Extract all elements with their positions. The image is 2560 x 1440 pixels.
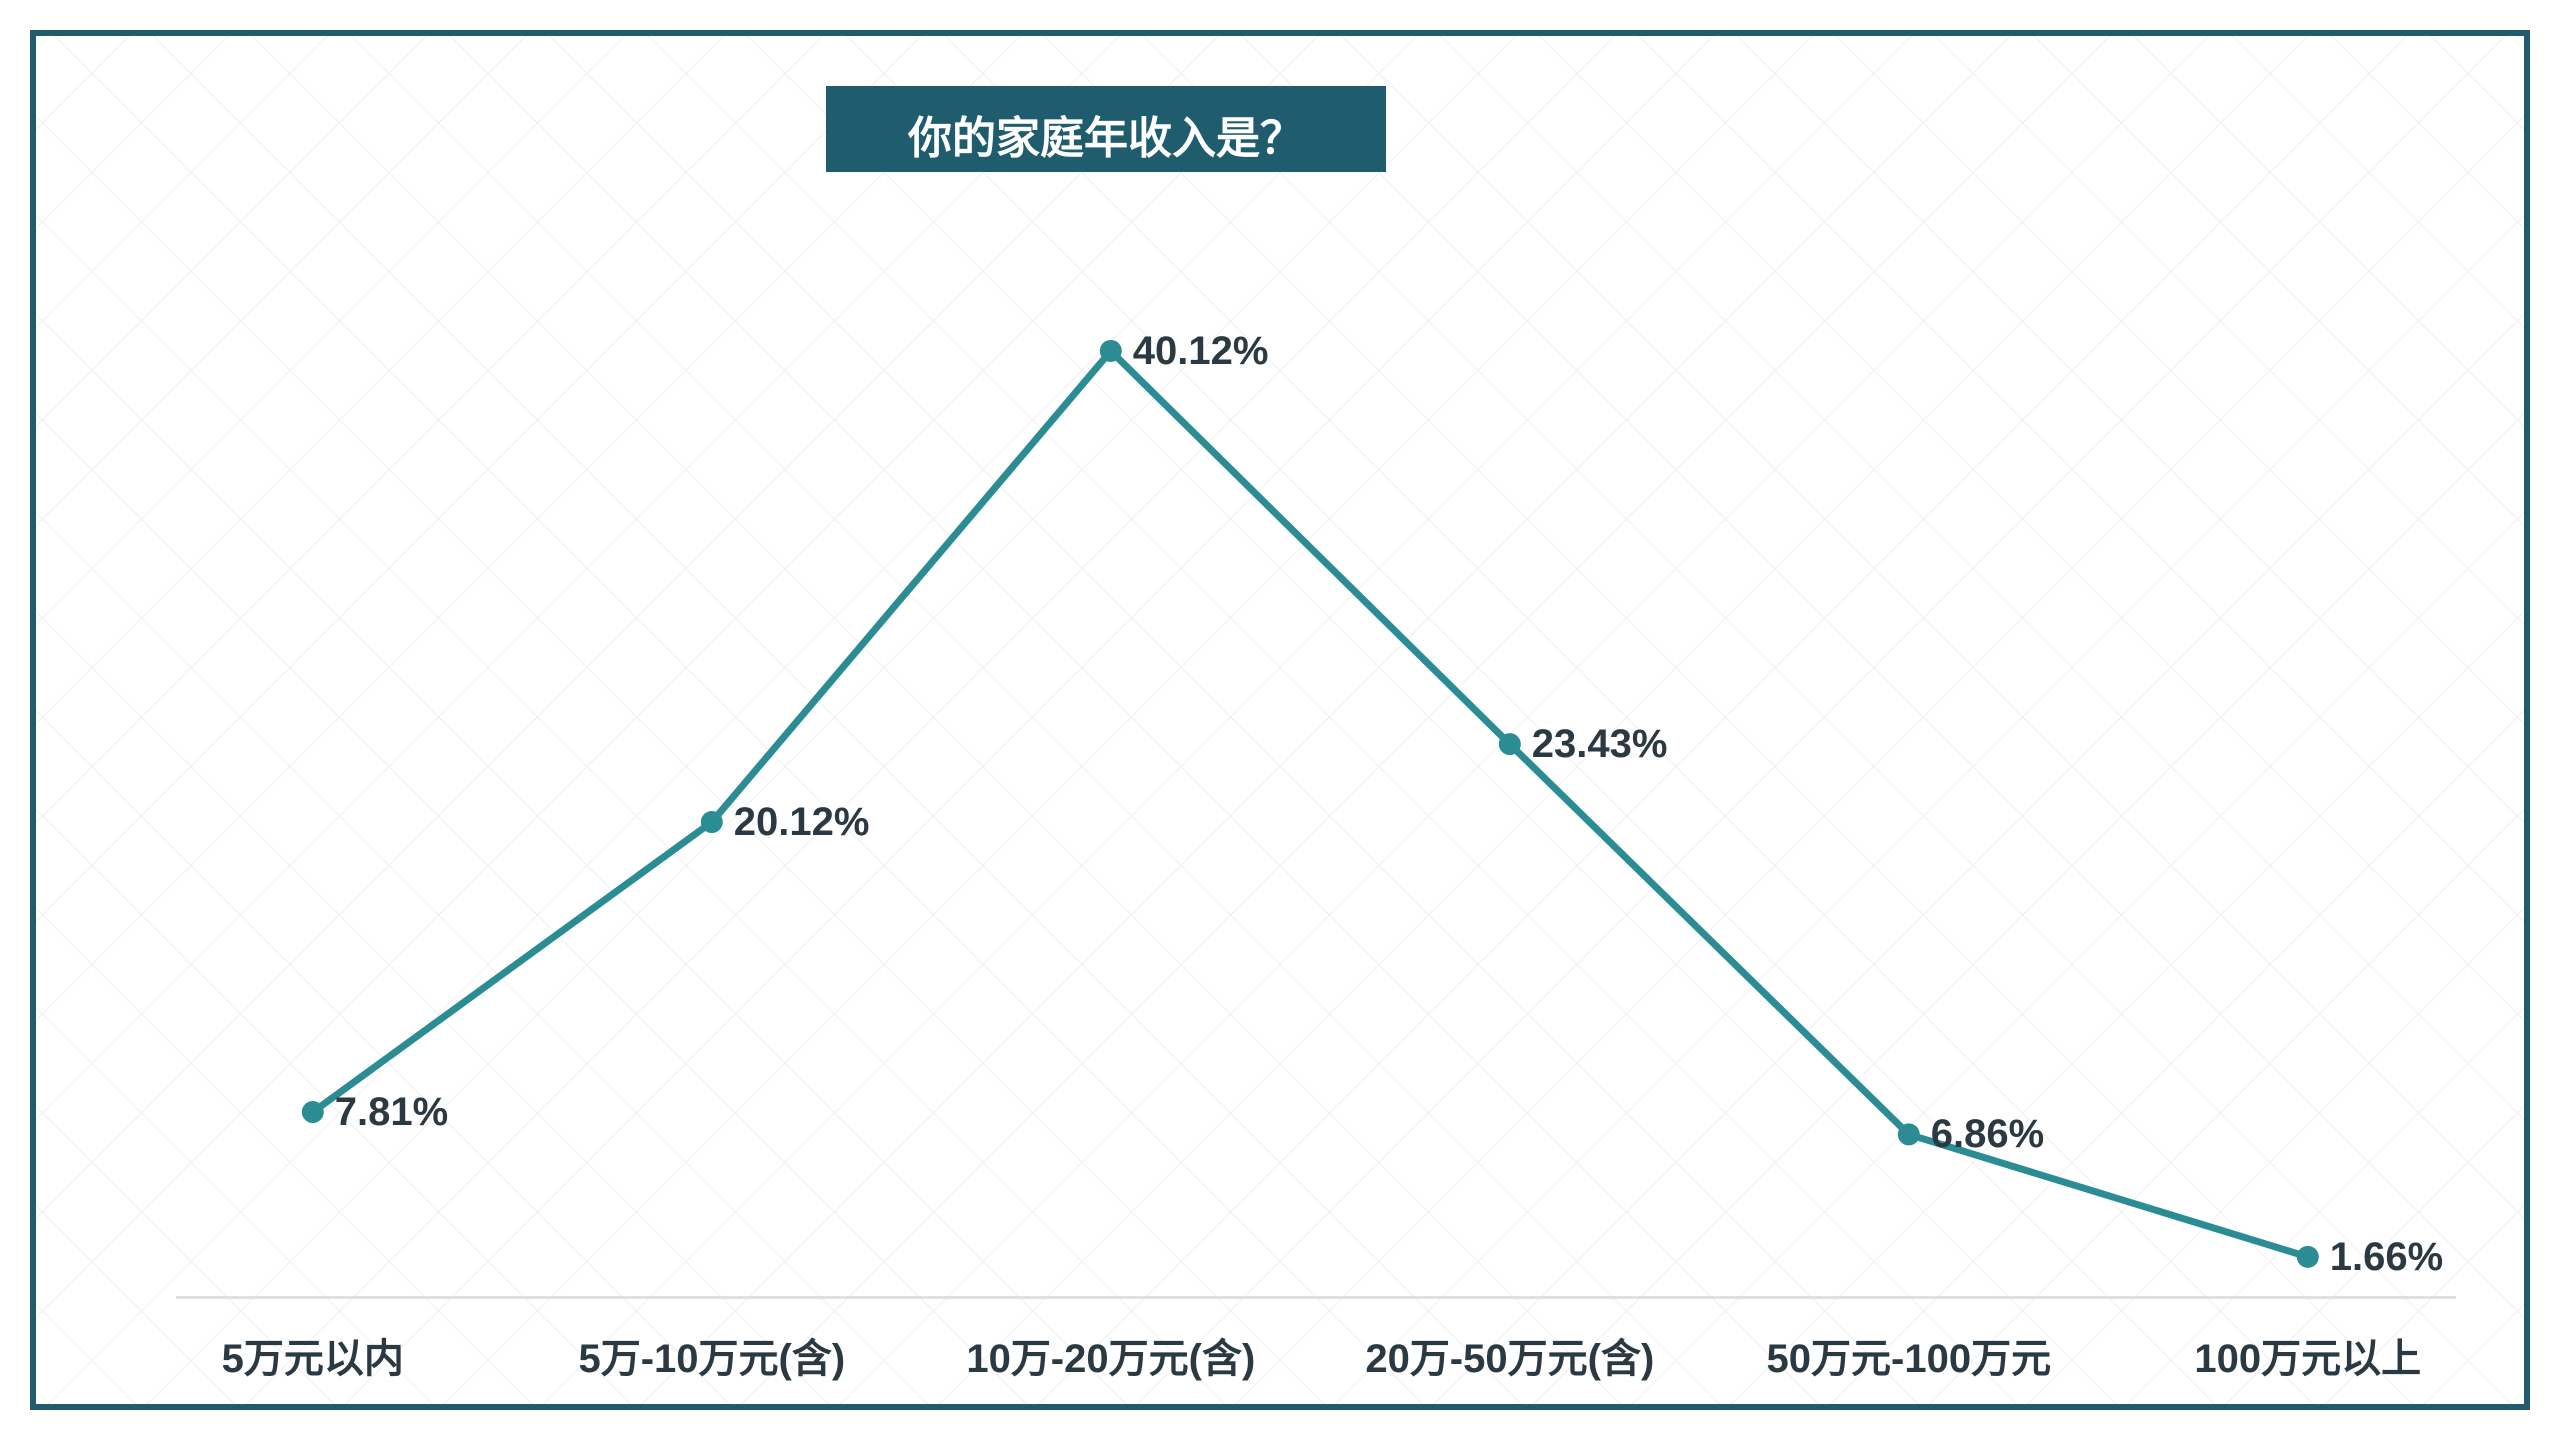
data-marker	[2297, 1246, 2319, 1268]
x-axis-label: 20万-50万元(含)	[1365, 1326, 1654, 1384]
x-axis-label: 5万元以内	[222, 1326, 404, 1384]
x-axis-label: 50万元-100万元	[1767, 1326, 2052, 1384]
data-label: 40.12%	[1133, 329, 1269, 374]
data-label: 20.12%	[734, 800, 870, 845]
data-marker	[1499, 733, 1521, 755]
data-label: 1.66%	[2330, 1235, 2443, 1280]
data-marker	[1898, 1123, 1920, 1145]
chart-frame: 你的家庭年收入是？ 7.81% 20.12% 40.12% 23.43% 6.86% 1.6…	[30, 30, 2530, 1410]
x-axis-label: 100万元以上	[2194, 1326, 2421, 1384]
x-axis-label: 5万-10万元(含)	[578, 1326, 845, 1384]
data-label: 6.86%	[1931, 1112, 2044, 1157]
data-marker	[1100, 340, 1122, 362]
data-marker	[701, 811, 723, 833]
x-axis-label: 10万-20万元(含)	[966, 1326, 1255, 1384]
plot-area: 7.81%20.12%40.12%23.43%6.86%1.66%5万元以内5万…	[176, 236, 2456, 1296]
data-label: 7.81%	[335, 1090, 448, 1135]
chart-title: 你的家庭年收入是？	[826, 86, 1386, 172]
data-marker	[302, 1101, 324, 1123]
line-chart-svg	[176, 236, 2456, 1300]
data-label: 23.43%	[1532, 722, 1668, 767]
